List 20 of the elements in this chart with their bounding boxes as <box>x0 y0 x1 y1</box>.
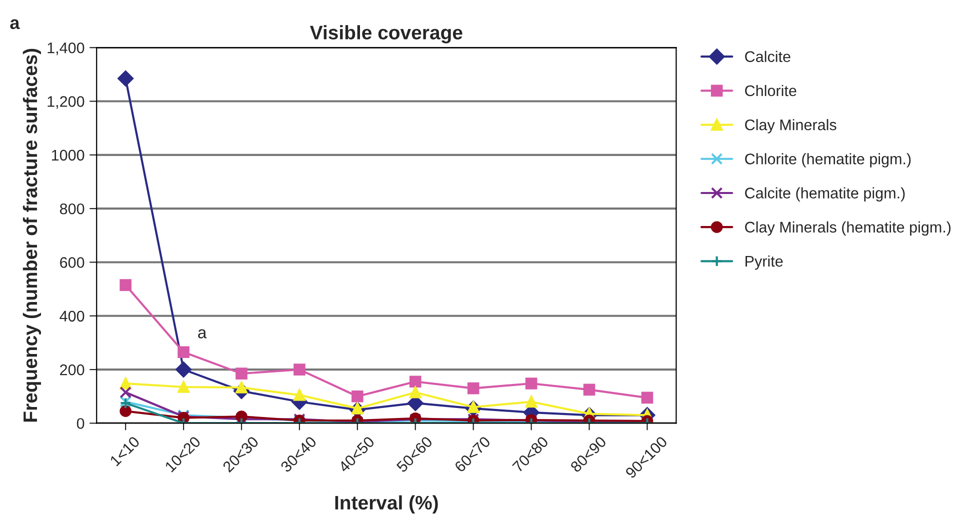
annotation: a <box>198 329 207 338</box>
x-axis-title: Interval (%) <box>335 495 438 514</box>
legend-label: Pyrite <box>746 255 783 270</box>
y-tick-label: 600 <box>60 257 84 268</box>
y-tick-label: 1000 <box>52 150 84 161</box>
y-tick-label: 200 <box>60 364 84 376</box>
y-tick-label: 1,400 <box>48 42 84 56</box>
y-tick-label: 1,200 <box>48 96 84 109</box>
legend-label: Chlorite (hematite pigm.) <box>745 153 911 168</box>
y-tick-label: 0 <box>76 418 84 429</box>
text: a <box>10 19 20 30</box>
legend-label: Chlorite <box>745 84 796 96</box>
chart-title: Visible coverage <box>310 25 462 44</box>
y-tick-label: 800 <box>60 203 84 214</box>
legend-label: Calcite (hematite pigm.) <box>745 187 905 202</box>
legend-label: Clay Minerals <box>745 119 836 134</box>
legend-label: Calcite <box>745 50 790 62</box>
y-tick-label: 400 <box>60 310 84 322</box>
y-axis-title: Frequency (number of fracture surfaces) <box>22 48 42 422</box>
legend-label: Clay Minerals (hematite pigm.) <box>745 221 951 236</box>
